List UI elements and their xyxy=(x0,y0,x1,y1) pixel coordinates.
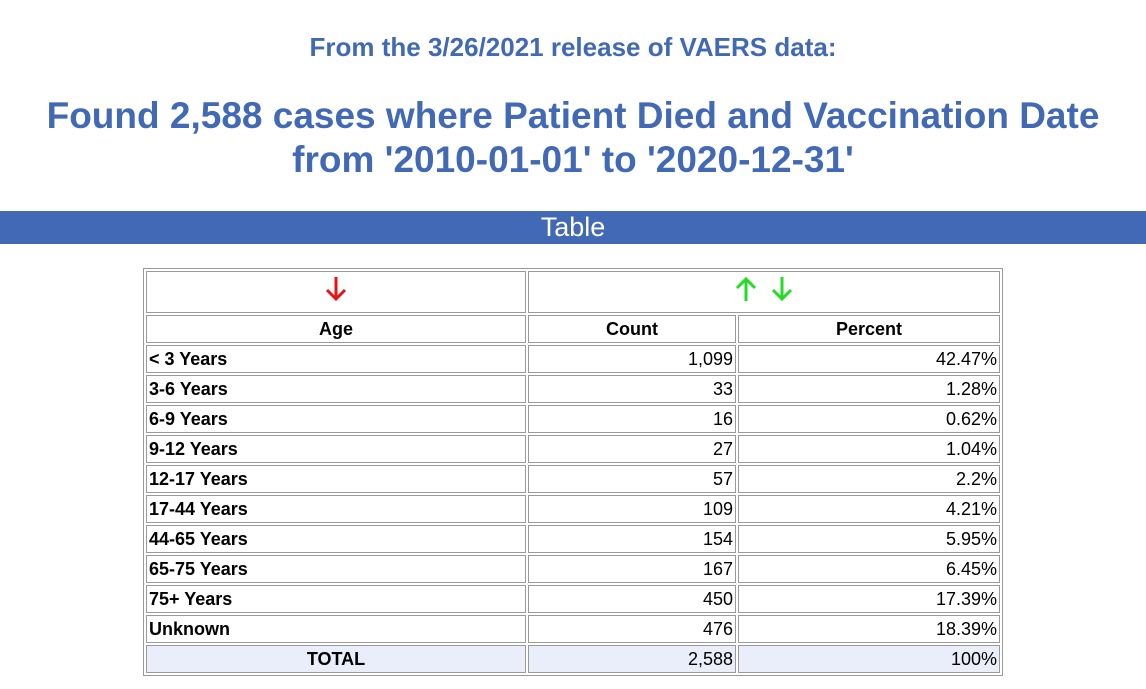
count-cell: 167 xyxy=(528,555,736,583)
age-cell: 44-65 Years xyxy=(146,525,526,553)
percent-cell: 5.95% xyxy=(738,525,1000,553)
table-row: 6-9 Years 16 0.62% xyxy=(146,405,1000,433)
age-cell: 12-17 Years xyxy=(146,465,526,493)
table-row: 3-6 Years 33 1.28% xyxy=(146,375,1000,403)
table-row: < 3 Years 1,099 42.47% xyxy=(146,345,1000,373)
count-cell: 16 xyxy=(528,405,736,433)
count-cell: 154 xyxy=(528,525,736,553)
percent-cell: 4.21% xyxy=(738,495,1000,523)
count-cell: 27 xyxy=(528,435,736,463)
header-row: Age Count Percent xyxy=(146,315,1000,343)
table-row: 17-44 Years 109 4.21% xyxy=(146,495,1000,523)
age-cell: 3-6 Years xyxy=(146,375,526,403)
column-header-percent: Percent xyxy=(738,315,1000,343)
total-count: 2,588 xyxy=(528,645,736,673)
count-cell: 476 xyxy=(528,615,736,643)
total-label: TOTAL xyxy=(146,645,526,673)
arrow-down-icon[interactable] xyxy=(770,275,794,310)
age-cell: 75+ Years xyxy=(146,585,526,613)
percent-cell: 2.2% xyxy=(738,465,1000,493)
table-section-band: Table xyxy=(0,211,1146,244)
percent-cell: 1.28% xyxy=(738,375,1000,403)
total-percent: 100% xyxy=(738,645,1000,673)
table-row: 65-75 Years 167 6.45% xyxy=(146,555,1000,583)
table-row: 12-17 Years 57 2.2% xyxy=(146,465,1000,493)
table-row: 44-65 Years 154 5.95% xyxy=(146,525,1000,553)
results-table: Age Count Percent < 3 Years 1,099 42.47%… xyxy=(143,268,1003,676)
age-cell: 6-9 Years xyxy=(146,405,526,433)
age-cell: < 3 Years xyxy=(146,345,526,373)
table-row: 9-12 Years 27 1.04% xyxy=(146,435,1000,463)
count-cell: 109 xyxy=(528,495,736,523)
age-cell: 65-75 Years xyxy=(146,555,526,583)
table-row: 75+ Years 450 17.39% xyxy=(146,585,1000,613)
count-sort-cell xyxy=(528,271,1000,313)
age-cell: 17-44 Years xyxy=(146,495,526,523)
headline-line-2: from '2010-01-01' to '2020-12-31' xyxy=(292,139,854,180)
count-cell: 1,099 xyxy=(528,345,736,373)
total-row: TOTAL 2,588 100% xyxy=(146,645,1000,673)
count-cell: 33 xyxy=(528,375,736,403)
count-cell: 450 xyxy=(528,585,736,613)
percent-cell: 17.39% xyxy=(738,585,1000,613)
headline-line-1: Found 2,588 cases where Patient Died and… xyxy=(46,95,1100,136)
percent-cell: 1.04% xyxy=(738,435,1000,463)
count-cell: 57 xyxy=(528,465,736,493)
arrow-down-icon[interactable] xyxy=(324,275,348,310)
age-sort-cell xyxy=(146,271,526,313)
percent-cell: 42.47% xyxy=(738,345,1000,373)
percent-cell: 6.45% xyxy=(738,555,1000,583)
band-label: Table xyxy=(540,212,606,242)
page-title: Found 2,588 cases where Patient Died and… xyxy=(0,94,1146,182)
column-header-count: Count xyxy=(528,315,736,343)
percent-cell: 18.39% xyxy=(738,615,1000,643)
sort-controls-row xyxy=(146,271,1000,313)
age-cell: Unknown xyxy=(146,615,526,643)
release-line: From the 3/26/2021 release of VAERS data… xyxy=(309,32,837,62)
age-cell: 9-12 Years xyxy=(146,435,526,463)
arrow-up-icon[interactable] xyxy=(734,275,758,310)
percent-cell: 0.62% xyxy=(738,405,1000,433)
column-header-age: Age xyxy=(146,315,526,343)
table-row: Unknown 476 18.39% xyxy=(146,615,1000,643)
